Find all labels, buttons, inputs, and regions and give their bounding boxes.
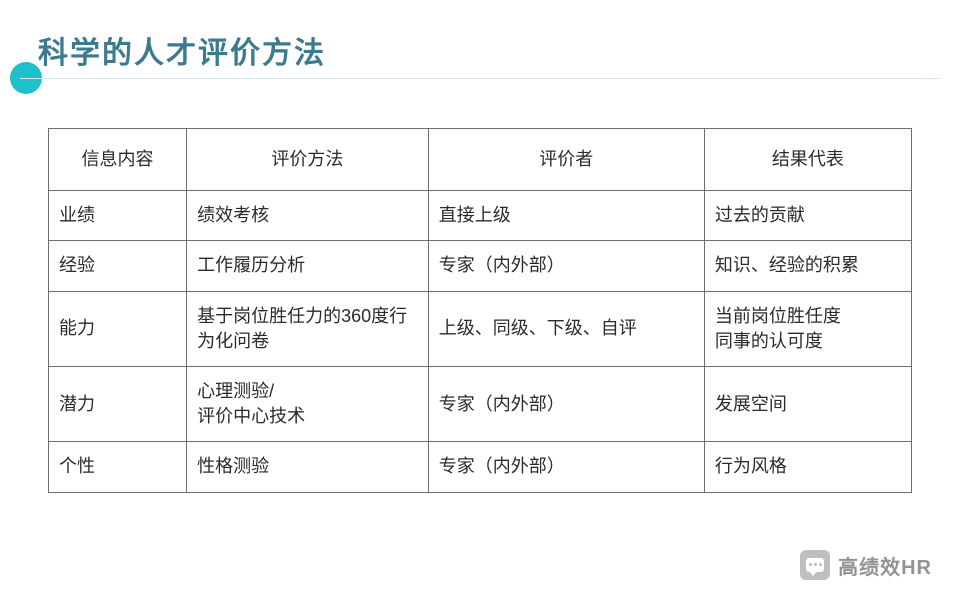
cell: 专家（内外部） [428, 442, 704, 492]
cell: 性格测验 [187, 442, 429, 492]
evaluation-table: 信息内容 评价方法 评价者 结果代表 业绩 绩效考核 直接上级 过去的贡献 经验… [48, 128, 912, 493]
table-row: 潜力 心理测验/评价中心技术 专家（内外部） 发展空间 [49, 366, 912, 441]
th-info: 信息内容 [49, 129, 187, 191]
slide-title-row: 科学的人才评价方法 [38, 28, 922, 72]
watermark-text: 高绩效HR [838, 551, 932, 580]
cell: 发展空间 [704, 366, 911, 441]
th-method: 评价方法 [187, 129, 429, 191]
cell: 专家（内外部） [428, 241, 704, 291]
table-body: 业绩 绩效考核 直接上级 过去的贡献 经验 工作履历分析 专家（内外部） 知识、… [49, 191, 912, 492]
th-result: 结果代表 [704, 129, 911, 191]
slide-title: 科学的人才评价方法 [38, 28, 326, 72]
cell: 心理测验/评价中心技术 [187, 366, 429, 441]
cell: 行为风格 [704, 442, 911, 492]
table-row: 业绩 绩效考核 直接上级 过去的贡献 [49, 191, 912, 241]
cell: 潜力 [49, 366, 187, 441]
table-row: 经验 工作履历分析 专家（内外部） 知识、经验的积累 [49, 241, 912, 291]
table-row: 个性 性格测验 专家（内外部） 行为风格 [49, 442, 912, 492]
cell: 知识、经验的积累 [704, 241, 911, 291]
cell: 能力 [49, 291, 187, 366]
evaluation-table-wrap: 信息内容 评价方法 评价者 结果代表 业绩 绩效考核 直接上级 过去的贡献 经验… [48, 128, 912, 493]
title-underline [20, 78, 940, 79]
cell: 绩效考核 [187, 191, 429, 241]
cell: 直接上级 [428, 191, 704, 241]
cell: 基于岗位胜任力的360度行为化问卷 [187, 291, 429, 366]
watermark: 高绩效HR [800, 550, 932, 580]
cell: 当前岗位胜任度同事的认可度 [704, 291, 911, 366]
th-evaluator: 评价者 [428, 129, 704, 191]
cell: 专家（内外部） [428, 366, 704, 441]
cell: 业绩 [49, 191, 187, 241]
cell: 个性 [49, 442, 187, 492]
cell: 上级、同级、下级、自评 [428, 291, 704, 366]
table-row: 能力 基于岗位胜任力的360度行为化问卷 上级、同级、下级、自评 当前岗位胜任度… [49, 291, 912, 366]
cell: 过去的贡献 [704, 191, 911, 241]
wechat-chat-icon [800, 550, 830, 580]
cell: 经验 [49, 241, 187, 291]
cell: 工作履历分析 [187, 241, 429, 291]
table-header-row: 信息内容 评价方法 评价者 结果代表 [49, 129, 912, 191]
